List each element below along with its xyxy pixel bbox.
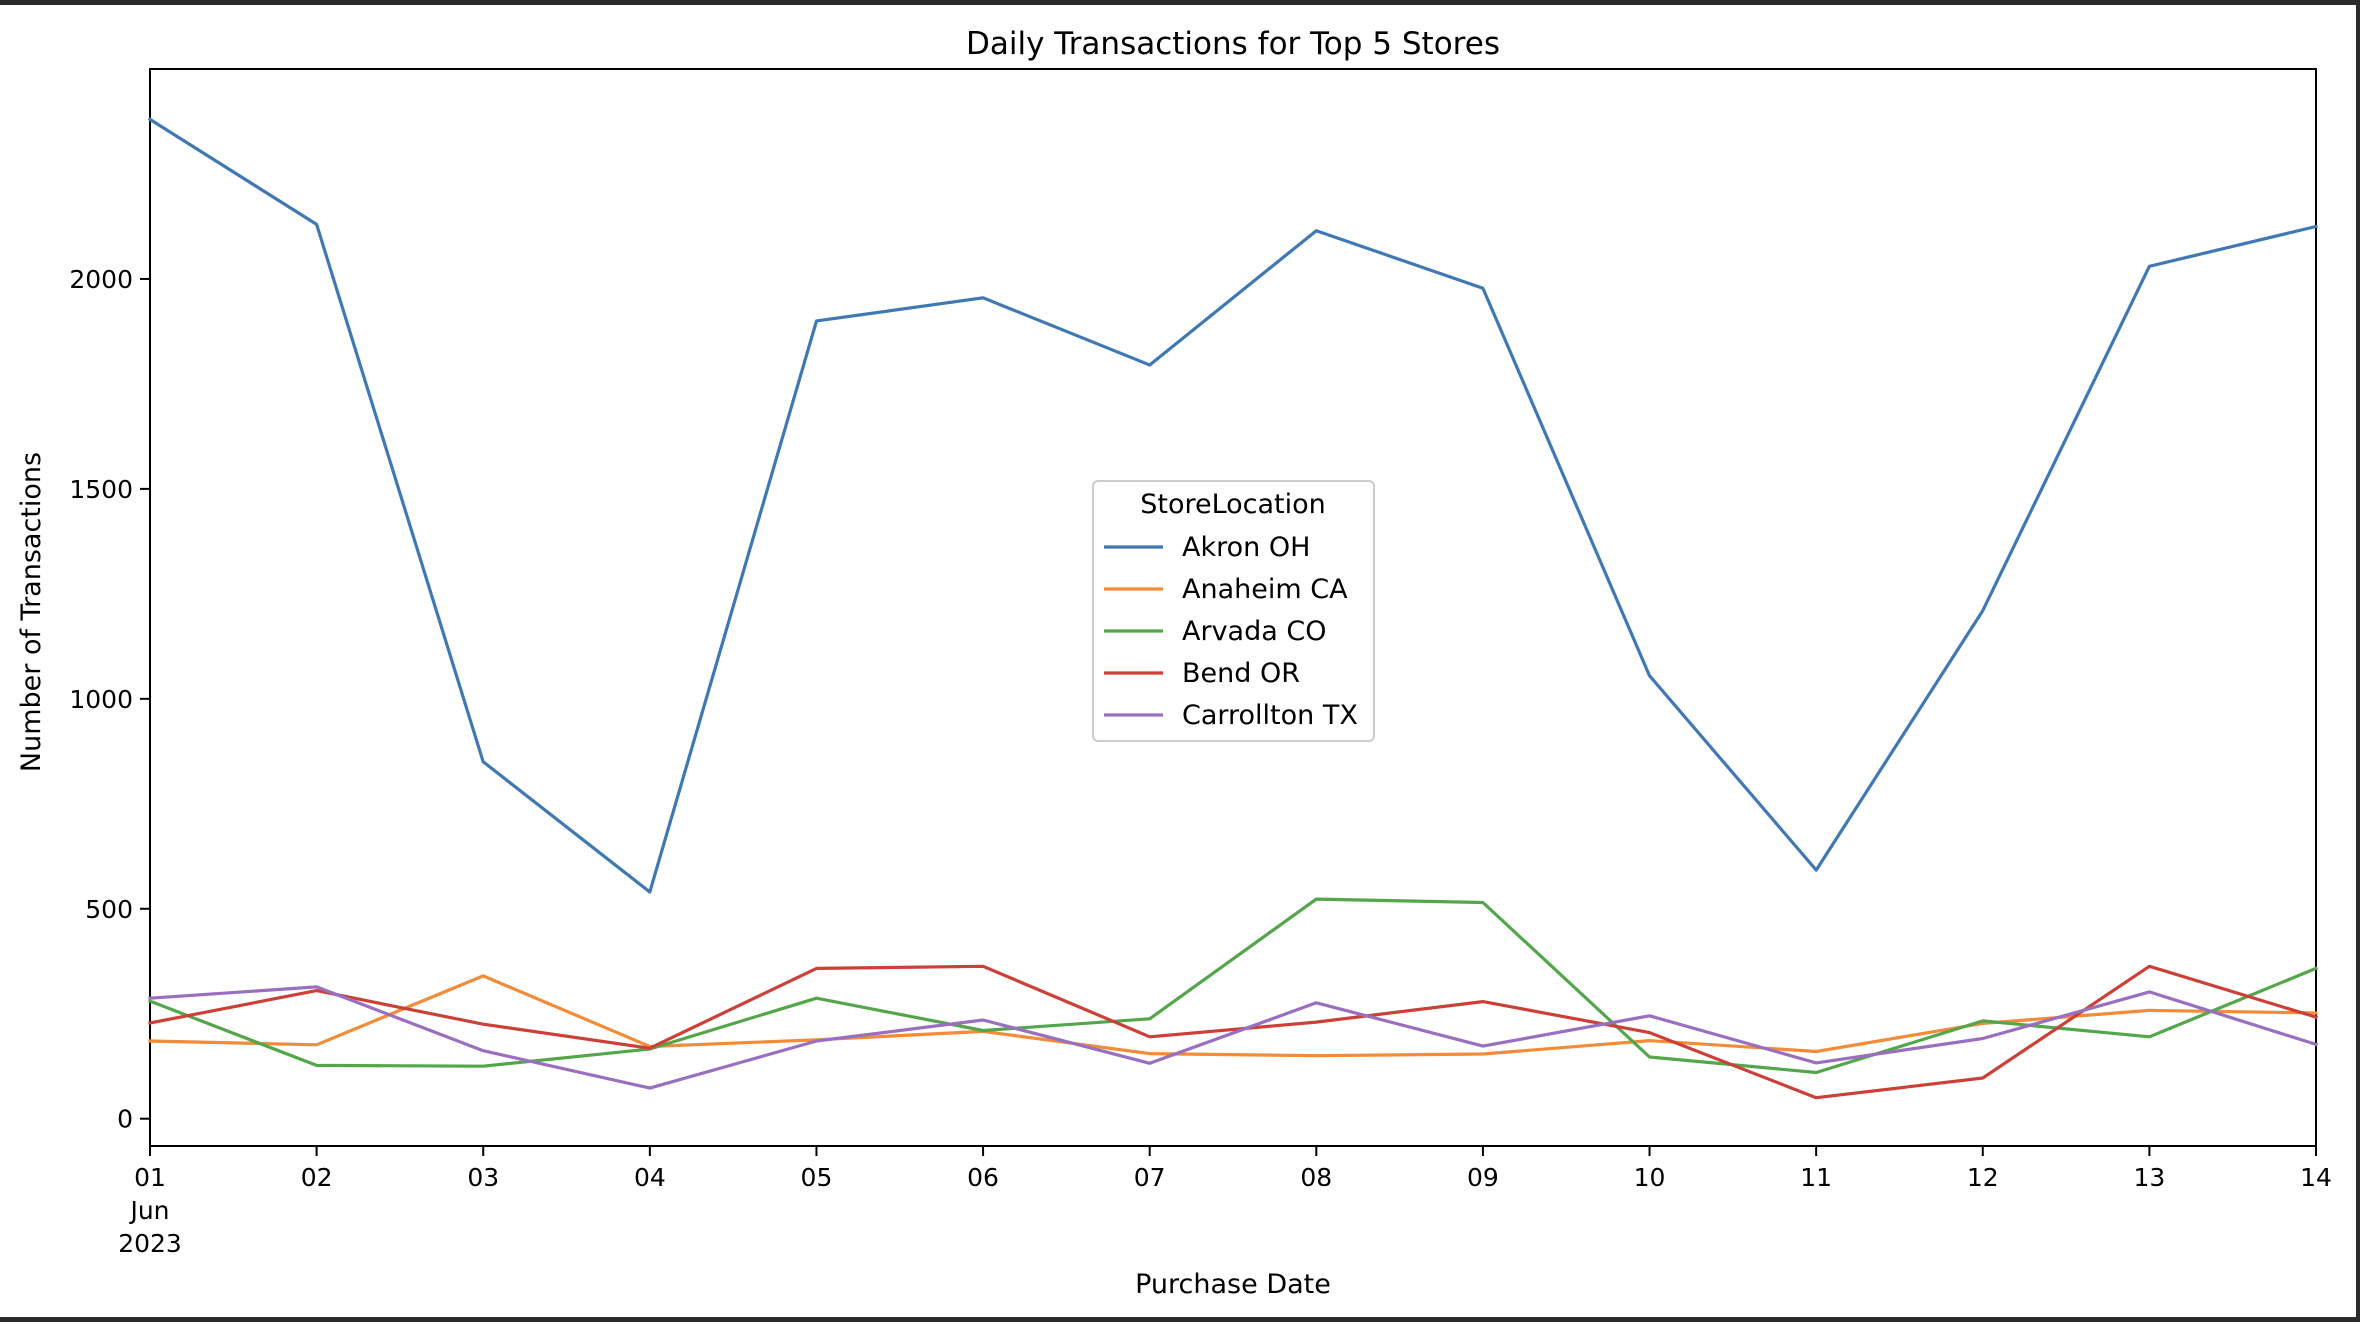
legend-box [1092, 480, 1375, 742]
y-tick-label: 1500 [69, 475, 133, 504]
x-tick-label: 06 [967, 1163, 999, 1192]
line-chart: Daily Transactions for Top 5 Stores 01 02… [16, 26, 2332, 1300]
legend-label-4: Carrollton TX [1182, 700, 1358, 731]
x-tick-label: 12 [1967, 1163, 1999, 1192]
legend: StoreLocation Akron OH Anaheim CA Arvada C… [1092, 480, 1375, 742]
series-line-1 [148, 974, 2318, 1058]
x-tick-label: 02 [301, 1163, 333, 1192]
y-axis: 0 500 1000 1500 2000 [69, 265, 150, 1134]
x-tick-label: 01 [134, 1163, 166, 1192]
figure: Daily Transactions for Top 5 Stores 01 02… [0, 5, 2358, 1317]
y-tick-label: 2000 [69, 265, 133, 294]
y-tick-label: 500 [85, 895, 133, 924]
x-tick-label: 11 [1800, 1163, 1832, 1192]
legend-label-2: Arvada CO [1182, 616, 1326, 647]
x-tick-label: 03 [467, 1163, 499, 1192]
x-tick-label: 09 [1467, 1163, 1499, 1192]
series-line-3 [148, 964, 2318, 1100]
x-tick-label: 13 [2133, 1163, 2165, 1192]
x-tick-label: 05 [801, 1163, 833, 1192]
legend-items: Akron OH Anaheim CA Arvada CO Bend OR Carrol… [1104, 532, 1358, 731]
series-line-0 [147, 117, 2318, 894]
x-tick-sublabel: 2023 [118, 1229, 182, 1258]
series-line-4 [148, 985, 2319, 1090]
x-tick-sublabel: Jun [128, 1196, 169, 1225]
y-tick-label: 1000 [69, 685, 133, 714]
legend-label-3: Bend OR [1182, 658, 1300, 689]
x-tick-label: 04 [634, 1163, 666, 1192]
y-tick-label: 0 [117, 1105, 133, 1134]
series-line-2 [147, 897, 2319, 1075]
x-tick-label: 07 [1134, 1163, 1166, 1192]
plot-area [149, 68, 2317, 1147]
x-axis-label: Purchase Date [1135, 1269, 1331, 1300]
legend-label-0: Akron OH [1182, 532, 1310, 563]
y-axis-label: Number of Transactions [16, 452, 47, 772]
x-tick-label: 10 [1634, 1163, 1666, 1192]
series-lines [147, 117, 2319, 1100]
legend-title: StoreLocation [1140, 489, 1326, 520]
x-axis: 01 02 03 04 05 06 07 08 09 10 11 12 13 14 Jun 2023 [118, 1146, 2332, 1258]
chart-title: Daily Transactions for Top 5 Stores [966, 26, 1500, 62]
x-tick-label: 14 [2300, 1163, 2332, 1192]
x-tick-label: 08 [1300, 1163, 1332, 1192]
legend-label-1: Anaheim CA [1182, 574, 1348, 605]
